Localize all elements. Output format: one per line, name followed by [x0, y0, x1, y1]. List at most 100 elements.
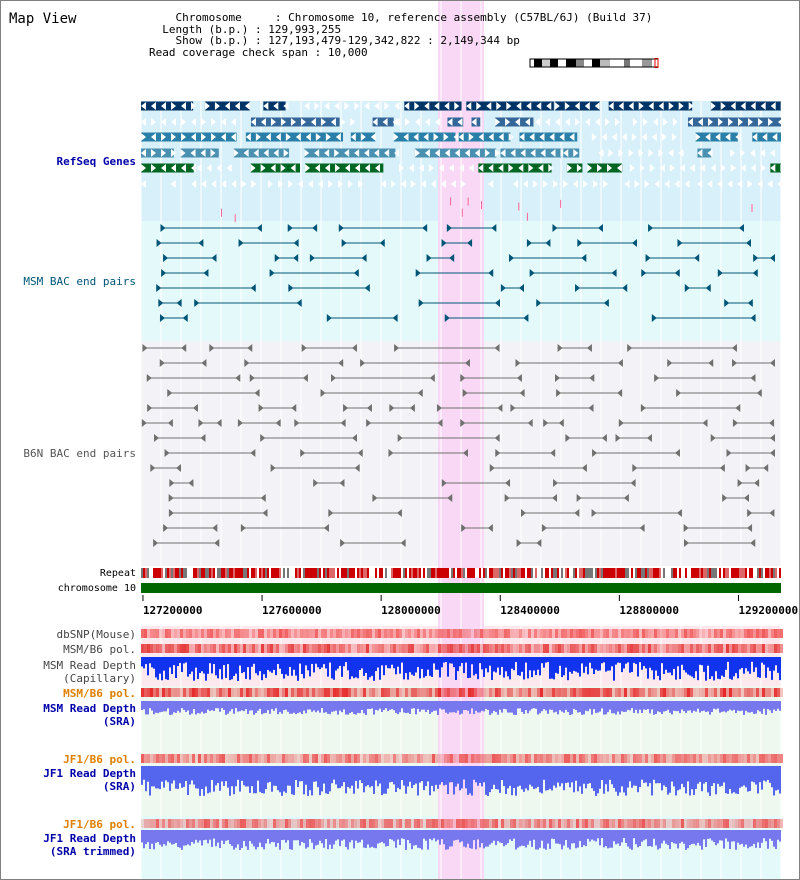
msm-pol-strip-1	[705, 644, 708, 653]
msm-depth-sra-bar	[305, 701, 307, 714]
jf1-pol-strip-2	[522, 819, 525, 828]
jf1-pol-strip-2	[570, 819, 573, 828]
gene-strand-arrow	[486, 102, 492, 110]
dbsnp-strip	[468, 629, 471, 638]
jf1-pol-strip-1	[651, 754, 654, 763]
msm-pol-strip-2	[150, 688, 153, 697]
dbsnp-strip	[681, 629, 684, 638]
jf1-depth-sra-bar	[247, 766, 249, 787]
jf1-pol-strip-2	[666, 819, 669, 828]
repeat-segment	[717, 568, 719, 578]
msm-depth-cap-bar	[375, 657, 377, 672]
gene-strand-arrow	[611, 133, 617, 141]
msm-depth-cap-bar	[657, 657, 659, 676]
gene-strand-arrow	[374, 102, 380, 110]
jf1-pol-strip-2	[600, 819, 603, 828]
msm-depth-sra-bar	[223, 701, 225, 710]
repeat-segment	[723, 568, 725, 578]
msm-depth-sra-bar	[509, 701, 511, 713]
track-label-b6n-bac[interactable]: B6N BAC end pairs	[23, 447, 136, 460]
repeat-segment	[411, 568, 413, 578]
msm-depth-cap-bar	[683, 657, 685, 671]
dbsnp-strip	[675, 629, 678, 638]
axis-tick-label: 127600000	[262, 604, 322, 617]
msm-depth-cap-bar	[555, 657, 557, 673]
track-label-jf1-pol-2[interactable]: JF1/B6 pol.	[63, 818, 136, 831]
b6n-bac-end	[400, 539, 406, 547]
track-label-jf1-depth-trim-1[interactable]: JF1 Read Depth	[43, 832, 136, 845]
msm-pol-strip-2	[345, 688, 348, 697]
track-label-jf1-depth-sra-1[interactable]: JF1 Read Depth	[43, 767, 136, 780]
dbsnp-strip	[285, 629, 288, 638]
gene-strand-arrow	[453, 133, 459, 141]
gene-strand-arrow	[707, 118, 713, 126]
repeat-segment	[695, 568, 697, 578]
repeat-segment	[711, 568, 713, 578]
gene-strand-arrow	[211, 180, 217, 188]
b6n-bac-end	[710, 434, 716, 442]
track-label-msm-depth-sra-1[interactable]: MSM Read Depth	[43, 702, 136, 715]
dbsnp-strip	[687, 629, 690, 638]
track-label-msm-pol-1[interactable]: MSM/B6 pol.	[63, 643, 136, 656]
msm-pol-strip-1	[222, 644, 225, 653]
dbsnp-strip	[180, 629, 183, 638]
msm-pol-strip-1	[450, 644, 453, 653]
repeat-segment	[181, 568, 183, 578]
msm-depth-sra-bar	[325, 701, 327, 713]
gene-strand-arrow	[460, 180, 466, 188]
jf1-depth-sra-bar	[237, 766, 239, 780]
jf1-depth-trim-bar	[247, 830, 249, 850]
msm-pol-strip-2	[543, 688, 546, 697]
gene-strand-arrow	[730, 102, 736, 110]
jf1-pol-strip-1	[441, 754, 444, 763]
repeat-segment	[367, 568, 369, 578]
repeat-segment	[167, 568, 169, 578]
jf1-pol-strip-1	[360, 754, 363, 763]
track-label-msm-depth-cap-1[interactable]: MSM Read Depth	[43, 659, 136, 672]
jf1-pol-strip-2	[327, 819, 330, 828]
track-label-refseq[interactable]: RefSeq Genes	[56, 155, 136, 168]
jf1-pol-strip-2	[174, 819, 177, 828]
dbsnp-strip	[201, 629, 204, 638]
ideogram-band	[592, 59, 600, 67]
ideogram-band	[550, 59, 558, 67]
jf1-depth-sra-bar	[689, 766, 691, 796]
jf1-pol-strip-2	[591, 819, 594, 828]
jf1-depth-sra-bar	[587, 766, 589, 784]
jf1-pol-strip-2	[696, 819, 699, 828]
jf1-depth-sra-bar	[213, 766, 215, 792]
jf1-depth-trim-bar	[511, 830, 513, 841]
refseq-mark	[526, 212, 528, 221]
msm-pol-strip-1	[357, 644, 360, 653]
msm-depth-sra-bar	[463, 701, 465, 711]
repeat-segment	[635, 568, 637, 578]
jf1-depth-sra-bar	[529, 766, 531, 785]
msm-pol-strip-2	[195, 688, 198, 697]
msm-depth-cap-bar	[605, 657, 607, 672]
jf1-pol-strip-1	[324, 754, 327, 763]
msm-bac-end	[491, 224, 497, 232]
gene-strand-arrow	[315, 133, 321, 141]
gene-strand-arrow	[659, 164, 665, 172]
jf1-depth-trim-bar	[565, 830, 567, 840]
jf1-pol-strip-2	[684, 819, 687, 828]
gene-strand-arrow	[290, 118, 296, 126]
msm-depth-cap-bar	[419, 657, 421, 679]
jf1-depth-sra-bar	[555, 766, 557, 788]
jf1-pol-strip-2	[204, 819, 207, 828]
repeat-segment	[549, 568, 551, 578]
jf1-pol-strip-1	[420, 754, 423, 763]
msm-depth-cap-bar	[169, 657, 171, 668]
track-label-msm-pol-2[interactable]: MSM/B6 pol.	[63, 687, 136, 700]
gene-strand-arrow	[324, 149, 330, 157]
track-label-dbsnp[interactable]: dbSNP(Mouse)	[56, 628, 136, 641]
track-label-jf1-pol-1[interactable]: JF1/B6 pol.	[63, 753, 136, 766]
repeat-segment	[383, 568, 385, 578]
chromosome-ideogram[interactable]	[529, 53, 661, 69]
dbsnp-strip	[192, 629, 195, 638]
gene-strand-arrow	[550, 149, 556, 157]
gene-strand-arrow	[241, 180, 247, 188]
track-label-msm-bac[interactable]: MSM BAC end pairs	[23, 275, 136, 288]
